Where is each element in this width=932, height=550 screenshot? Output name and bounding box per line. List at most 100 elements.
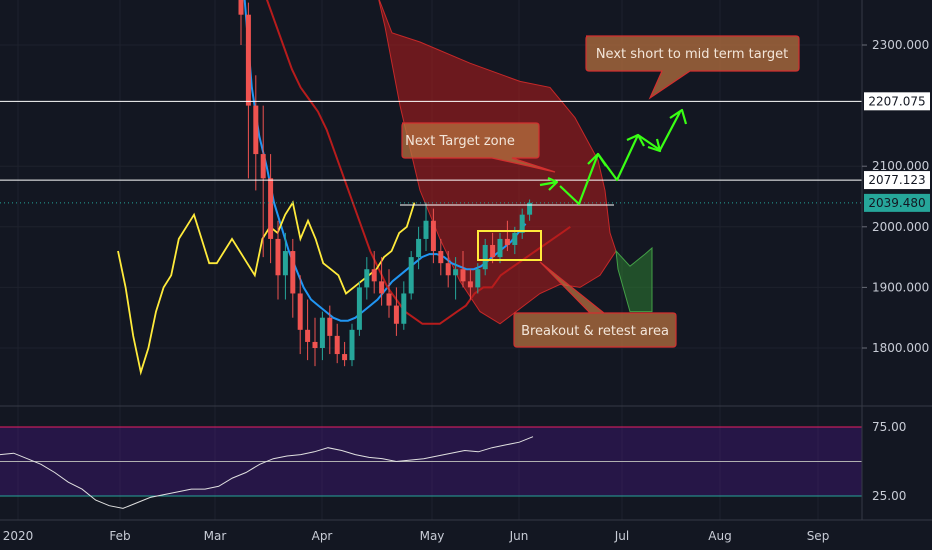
candle [490, 232, 496, 264]
candle-body [467, 281, 473, 288]
arrow-head [669, 108, 688, 125]
time-tick-label: Sep [807, 529, 830, 543]
candle-body [423, 220, 429, 239]
time-tick-label: Apr [312, 529, 333, 543]
candle [416, 226, 422, 270]
price-tick-label: 2100.000 [872, 159, 929, 173]
candle [260, 105, 266, 258]
candle-body [356, 287, 362, 330]
price-tick-label: 2000.000 [872, 220, 929, 234]
candle [245, 2, 251, 179]
candle-body [527, 202, 533, 215]
candle [268, 154, 274, 264]
candle [290, 238, 296, 318]
candle-body [504, 238, 510, 245]
candle-body [453, 269, 459, 276]
candle [408, 251, 414, 300]
price-level-label: 2207.075 [868, 94, 925, 108]
candle [482, 238, 488, 276]
candle-body [268, 178, 274, 239]
candle-body [393, 305, 399, 324]
candle-body [275, 238, 281, 276]
candle-body [445, 263, 451, 276]
price-level-label: 2077.123 [868, 173, 925, 187]
candle-body [260, 154, 266, 179]
annotation-text: Next short to mid term target [596, 47, 788, 62]
time-tick-label: Mar [204, 529, 227, 543]
candle-body [305, 329, 311, 342]
last-price-tag [864, 193, 930, 212]
annotation-bubble [585, 35, 800, 100]
candle-body [482, 244, 488, 270]
annotation-target-zone: Next Target zone [401, 122, 556, 173]
candle [312, 317, 318, 367]
candle-body [408, 257, 414, 294]
candle [504, 220, 510, 252]
candle-body [401, 293, 407, 324]
candle [460, 251, 466, 288]
time-tick-label: May [420, 529, 445, 543]
candle [319, 311, 325, 361]
time-axis: 2020 Feb Mar Apr May Jun Jul Aug Sep [3, 529, 830, 543]
last-price-label: 2039.480 [868, 196, 925, 210]
candle [342, 341, 348, 367]
arrow-segment [539, 180, 558, 187]
candle [253, 75, 259, 191]
candle [519, 208, 525, 239]
rsi-axis: 75.00 25.00 [872, 420, 906, 503]
candle-body [386, 293, 392, 306]
horizontal-levels [0, 100, 862, 204]
level-tags: 2207.075 2077.123 2039.480 [864, 92, 930, 212]
annotation-text: Breakout & retest area [521, 324, 669, 339]
arrow-head [587, 152, 607, 167]
candle [364, 257, 370, 300]
candle [349, 323, 355, 367]
candle-body [282, 251, 288, 276]
price-pane: Next short to mid term target Next Targe… [0, 0, 862, 520]
candle-body [364, 269, 370, 288]
candle-body [438, 251, 444, 264]
price-level-tag [864, 171, 930, 190]
price-level-tag [864, 92, 930, 111]
candle [527, 199, 533, 221]
candle [282, 232, 288, 300]
rsi-tick-label: 75.00 [872, 420, 906, 434]
candle-body [349, 329, 355, 361]
candle [356, 281, 362, 336]
rsi-line [0, 436, 534, 509]
price-tick-label: 2300.000 [872, 38, 929, 52]
senkou-line [265, 0, 571, 325]
rsi-pane [0, 426, 862, 509]
candle [453, 257, 459, 300]
candle [423, 202, 429, 252]
candle [445, 251, 451, 288]
time-tick-label: Jul [614, 529, 629, 543]
candle-body [342, 354, 348, 361]
candle-body [245, 14, 251, 106]
candle [393, 287, 399, 336]
candle-body [379, 281, 385, 294]
candle-body [297, 293, 303, 330]
candle-body [475, 269, 481, 288]
candle-body [312, 341, 318, 348]
candle-body [290, 251, 296, 294]
time-tick-label: Aug [708, 529, 731, 543]
candlesticks [238, 0, 533, 367]
candle [327, 305, 333, 355]
price-axis: 2300.000 2100.000 2000.000 1900.000 1800.000 [862, 38, 929, 355]
projection-arrows [539, 108, 688, 206]
rsi-tick-label: 25.00 [872, 489, 906, 503]
annotation-bubble [401, 122, 556, 173]
candle-body [319, 317, 325, 348]
ichimoku-cloud-bearish [378, 0, 617, 325]
candle-body [327, 317, 333, 336]
price-tick-label: 1900.000 [872, 280, 929, 294]
candle-body [238, 0, 244, 15]
time-tick-label: Feb [109, 529, 130, 543]
candle [386, 269, 392, 318]
candle [475, 263, 481, 294]
candle-body [519, 214, 525, 233]
time-tick-label: 2020 [3, 529, 34, 543]
candle-body [371, 269, 377, 282]
arrow-head [647, 138, 662, 153]
